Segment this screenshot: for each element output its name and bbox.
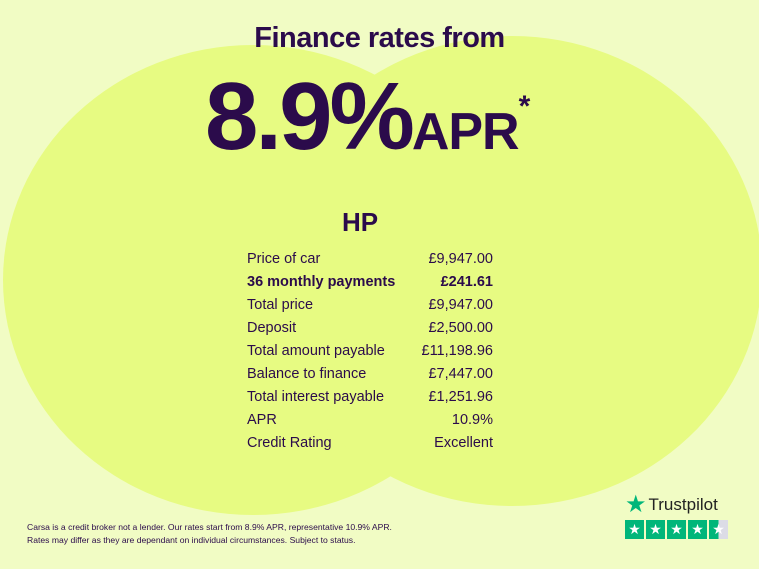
row-value: £1,251.96 xyxy=(428,389,493,405)
disclaimer-line: Carsa is a credit broker not a lender. O… xyxy=(27,522,392,532)
trustpilot-badge[interactable]: ★ Trustpilot ★ ★ ★ ★ ★ xyxy=(625,493,728,539)
star-icon: ★ xyxy=(646,520,665,539)
finance-table: Price of car £9,947.00 36 monthly payments… xyxy=(247,249,493,456)
row-value: Excellent xyxy=(434,435,493,451)
row-value: £9,947.00 xyxy=(428,251,493,267)
table-row: Total amount payable £11,198.96 xyxy=(247,341,493,364)
row-label: Total price xyxy=(247,297,314,313)
table-row: Balance to finance £7,447.00 xyxy=(247,364,493,387)
row-value: £241.61 xyxy=(440,274,493,290)
star-icon: ★ xyxy=(667,520,686,539)
row-label: Total interest payable xyxy=(247,389,385,405)
table-row: Deposit £2,500.00 xyxy=(247,318,493,341)
trustpilot-name: Trustpilot xyxy=(648,495,718,514)
trustpilot-rating: ★ ★ ★ ★ ★ xyxy=(625,520,728,539)
rate-value: 8.9% xyxy=(205,63,415,170)
star-icon: ★ xyxy=(709,520,728,539)
table-row: 36 monthly payments £241.61 xyxy=(247,272,493,295)
row-value: 10.9% xyxy=(451,412,493,428)
star-icon: ★ xyxy=(625,520,644,539)
row-label: Credit Rating xyxy=(247,435,332,451)
row-label: Price of car xyxy=(247,251,321,267)
row-value: £9,947.00 xyxy=(428,297,493,313)
row-label: Balance to finance xyxy=(247,366,367,382)
row-value: £7,447.00 xyxy=(428,366,493,382)
product-title: HP xyxy=(342,207,379,237)
rate-unit: APR xyxy=(411,103,520,161)
row-label: 36 monthly payments xyxy=(247,274,396,290)
star-icon: ★ xyxy=(625,491,647,518)
row-label: Total amount payable xyxy=(247,343,385,359)
disclaimer: Carsa is a credit broker not a lender. O… xyxy=(27,521,392,546)
asterisk: * xyxy=(518,90,531,123)
table-row: Price of car £9,947.00 xyxy=(247,249,493,272)
star-icon: ★ xyxy=(688,520,707,539)
table-row: APR 10.9% xyxy=(247,410,493,433)
table-row: Credit Rating Excellent xyxy=(247,433,493,456)
table-row: Total price £9,947.00 xyxy=(247,295,493,318)
headline: Finance rates from xyxy=(254,22,505,54)
row-value: £2,500.00 xyxy=(428,320,493,336)
row-value: £11,198.96 xyxy=(421,343,494,359)
row-label: Deposit xyxy=(247,320,297,336)
disclaimer-line: Rates may differ as they are dependant o… xyxy=(27,534,356,545)
row-label: APR xyxy=(247,412,277,428)
rate-hero: 8.9%APR* xyxy=(205,62,530,172)
background-circle-right xyxy=(262,36,759,506)
table-row: Total interest payable £1,251.96 xyxy=(247,387,493,410)
